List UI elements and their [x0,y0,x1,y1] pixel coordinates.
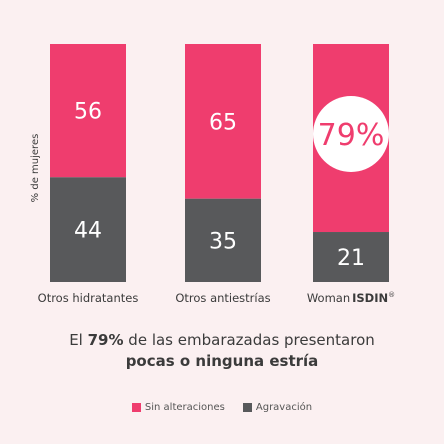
bottom-value-label: 35 [209,229,237,254]
caption-highlight: 79% [87,331,124,349]
top-value-label: 56 [74,100,102,125]
bar-agravacion [313,232,389,282]
caption-line-1: El 79% de las embarazadas presentaron [0,331,444,349]
legend-swatch-gray [242,403,252,412]
labels-group: 56 44 Otros hidratantes 65 35 Otros antiestrí… [38,96,395,305]
bottom-value-label: 21 [337,246,365,271]
caption-line-2: pocas o ninguna estría [125,352,319,370]
category-label: Otros antiestrías [175,291,270,305]
highlight-badge-circle [313,96,389,173]
legend-item-sin-alteraciones: Sin alteraciones [131,402,225,413]
legend: Sin alteraciones Agravación [0,402,444,413]
legend-swatch-pink [131,403,141,412]
caption-pre: El [69,331,88,349]
category-label: Woman ISDIN® [307,291,395,305]
legend-item-agravacion: Agravación [242,402,313,413]
bar-sin-alteraciones [50,44,126,178]
bar-agravacion [185,198,261,282]
caption-post: de las embarazadas presentaron [123,331,375,349]
legend-label: Agravación [255,402,313,413]
y-axis-label: % de mujeres [30,134,41,203]
bar-agravacion [50,177,126,282]
legend-label: Sin alteraciones [144,402,225,413]
top-value-label: 65 [209,110,237,135]
bar-sin-alteraciones [185,44,261,199]
category-label: Otros hidratantes [38,291,139,305]
bottom-value-label: 44 [74,219,102,244]
highlight-badge-label: 79% [318,118,385,153]
